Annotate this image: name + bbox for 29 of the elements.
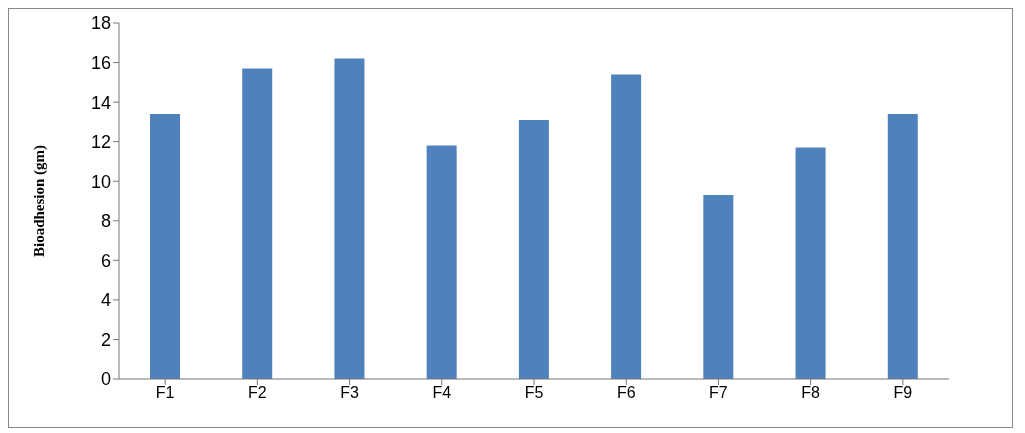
bar — [334, 58, 365, 379]
y-tick-label: 4 — [100, 290, 111, 311]
y-tick-label: 2 — [100, 329, 111, 350]
y-tick-label: 14 — [90, 92, 111, 113]
y-tick-label: 18 — [90, 13, 111, 34]
bar — [795, 147, 826, 379]
y-tick-label: 16 — [90, 52, 111, 73]
y-tick-label: 12 — [90, 132, 111, 153]
x-tick-label: F1 — [155, 384, 175, 402]
x-tick-label: F8 — [801, 384, 821, 402]
bar — [703, 195, 734, 379]
y-tick-label: 6 — [100, 250, 111, 271]
bar — [887, 113, 918, 379]
x-tick-label: F7 — [709, 384, 728, 402]
x-tick-label: F5 — [524, 384, 544, 402]
y-tick-label: 8 — [100, 211, 111, 232]
x-tick-label: F2 — [248, 384, 267, 402]
y-tick-label: 10 — [90, 171, 111, 192]
y-tick-label: 0 — [100, 369, 111, 390]
bar — [611, 74, 642, 379]
x-tick-label: F3 — [340, 384, 359, 402]
bar — [150, 113, 180, 379]
y-axis-title: Bioadhesion (gm) — [31, 144, 49, 258]
x-tick-label: F9 — [893, 384, 913, 402]
bar — [426, 145, 457, 379]
bar — [242, 68, 273, 379]
bar — [518, 119, 549, 379]
x-tick-label: F4 — [432, 384, 452, 402]
x-tick-label: F6 — [616, 384, 636, 402]
